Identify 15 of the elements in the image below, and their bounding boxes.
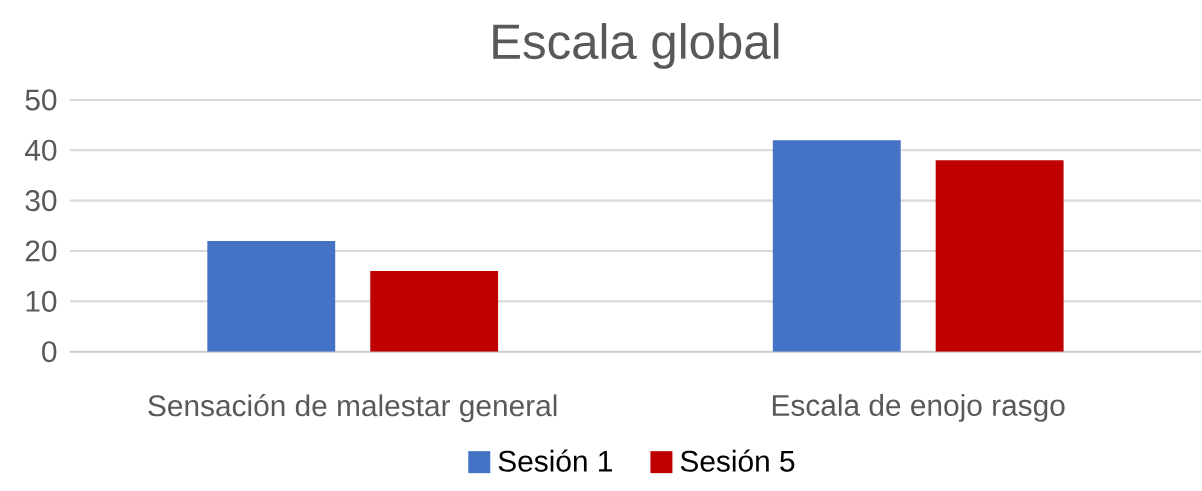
y-tick-label: 0 (42, 341, 57, 363)
bar (772, 140, 901, 352)
chart-title: Escala global (493, 23, 779, 69)
bar (935, 160, 1064, 352)
y-tick-label: 50 (25, 89, 57, 111)
bar (207, 241, 336, 352)
legend-label: Sesión 1 (498, 449, 612, 472)
legend-label: Sesión 5 (680, 449, 795, 472)
y-tick-label: 40 (25, 139, 57, 161)
y-tick-label: 20 (25, 240, 57, 262)
y-tick-label: 30 (25, 190, 57, 212)
y-tick-label: 10 (26, 290, 57, 312)
x-tick-label: Escala de enojo rasgo (772, 394, 1065, 422)
bar (370, 271, 499, 352)
x-tick-label: Sensación de malestar general (148, 394, 557, 423)
